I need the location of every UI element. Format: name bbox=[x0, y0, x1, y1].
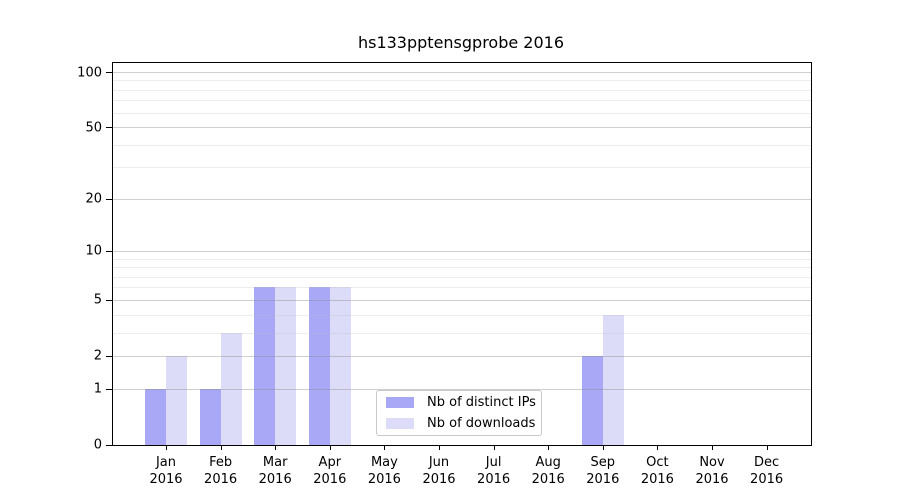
major-gridline bbox=[113, 250, 811, 252]
bar-downloads bbox=[275, 287, 297, 445]
x-tick-label: Aug 2016 bbox=[531, 455, 565, 487]
major-gridline bbox=[113, 299, 811, 301]
x-tick-mark bbox=[275, 445, 277, 450]
minor-gridline bbox=[113, 167, 811, 169]
minor-gridline bbox=[113, 144, 811, 146]
bar-distinct-ips bbox=[145, 388, 166, 445]
y-tick-mark bbox=[106, 355, 112, 357]
x-tick-mark bbox=[220, 445, 222, 450]
bar-distinct-ips bbox=[254, 287, 276, 445]
chart-title: hs133pptensgprobe 2016 bbox=[357, 33, 565, 52]
major-gridline bbox=[113, 72, 811, 73]
distinct-ips-swatch bbox=[386, 397, 414, 408]
minor-gridline bbox=[113, 258, 811, 260]
y-tick-label: 1 bbox=[93, 381, 102, 397]
major-gridline bbox=[113, 355, 811, 357]
bar-downloads bbox=[602, 314, 624, 445]
x-tick-label: Oct 2016 bbox=[640, 455, 674, 487]
x-tick-label: Mar 2016 bbox=[258, 455, 292, 487]
y-tick-label: 2 bbox=[93, 348, 102, 364]
minor-gridline bbox=[113, 100, 811, 102]
x-tick-mark bbox=[329, 445, 331, 450]
downloads-label: Nb of downloads bbox=[427, 416, 536, 431]
minor-gridline bbox=[113, 89, 811, 91]
y-tick-mark bbox=[106, 388, 112, 390]
distinct-ips-label: Nb of distinct IPs bbox=[427, 395, 536, 410]
bar-downloads bbox=[220, 332, 242, 445]
minor-gridline bbox=[113, 267, 811, 269]
x-tick-label: Dec 2016 bbox=[750, 455, 784, 487]
x-tick-label: Feb 2016 bbox=[204, 455, 238, 487]
y-tick-label: 100 bbox=[77, 65, 102, 80]
x-tick-label: Jan 2016 bbox=[149, 455, 183, 487]
y-tick-mark bbox=[106, 250, 112, 252]
major-gridline bbox=[113, 388, 811, 390]
minor-gridline bbox=[113, 276, 811, 278]
minor-gridline bbox=[113, 80, 811, 82]
x-tick-label: Jun 2016 bbox=[422, 455, 456, 487]
y-tick-label: 20 bbox=[85, 191, 102, 207]
legend-row-distinct-ips: Nb of distinct IPs bbox=[377, 394, 541, 412]
y-tick-label: 10 bbox=[85, 243, 102, 259]
y-tick-mark bbox=[106, 198, 112, 200]
x-tick-mark bbox=[602, 445, 604, 450]
minor-gridline bbox=[113, 112, 811, 114]
x-tick-mark bbox=[166, 445, 167, 450]
bar-distinct-ips bbox=[308, 287, 330, 445]
minor-gridline bbox=[113, 314, 811, 316]
x-tick-mark bbox=[712, 445, 713, 450]
y-tick-label: 0 bbox=[93, 437, 102, 453]
minor-gridline bbox=[113, 287, 811, 289]
x-tick-mark bbox=[657, 445, 659, 450]
bar-distinct-ips bbox=[581, 355, 603, 445]
y-tick-mark bbox=[106, 127, 112, 129]
x-tick-label: Apr 2016 bbox=[313, 455, 347, 487]
x-tick-mark bbox=[766, 445, 768, 450]
x-tick-label: May 2016 bbox=[367, 455, 401, 487]
x-tick-mark bbox=[548, 445, 550, 450]
downloads-swatch bbox=[386, 418, 414, 429]
x-tick-mark bbox=[439, 445, 440, 450]
y-tick-mark bbox=[106, 72, 112, 73]
minor-gridline bbox=[113, 332, 811, 334]
x-tick-label: Jul 2016 bbox=[477, 455, 511, 487]
major-gridline bbox=[113, 127, 811, 129]
plot-area: Nb of distinct IPs Nb of downloads 0 1 2 5 1… bbox=[77, 62, 812, 487]
y-tick-mark bbox=[106, 299, 112, 301]
bar-downloads bbox=[329, 287, 351, 445]
x-tick-mark bbox=[493, 445, 495, 450]
x-tick-mark bbox=[384, 445, 386, 450]
bar-distinct-ips bbox=[199, 388, 221, 445]
y-tick-mark bbox=[106, 444, 112, 446]
y-tick-label: 50 bbox=[85, 120, 102, 136]
bar-downloads bbox=[166, 355, 187, 445]
legend-row-downloads: Nb of downloads bbox=[377, 415, 541, 433]
major-gridline bbox=[113, 198, 811, 200]
x-tick-label: Nov 2016 bbox=[695, 455, 729, 487]
x-tick-label: Sep 2016 bbox=[586, 455, 620, 487]
y-tick-label: 5 bbox=[93, 292, 102, 308]
legend: Nb of distinct IPs Nb of downloads bbox=[376, 390, 542, 436]
